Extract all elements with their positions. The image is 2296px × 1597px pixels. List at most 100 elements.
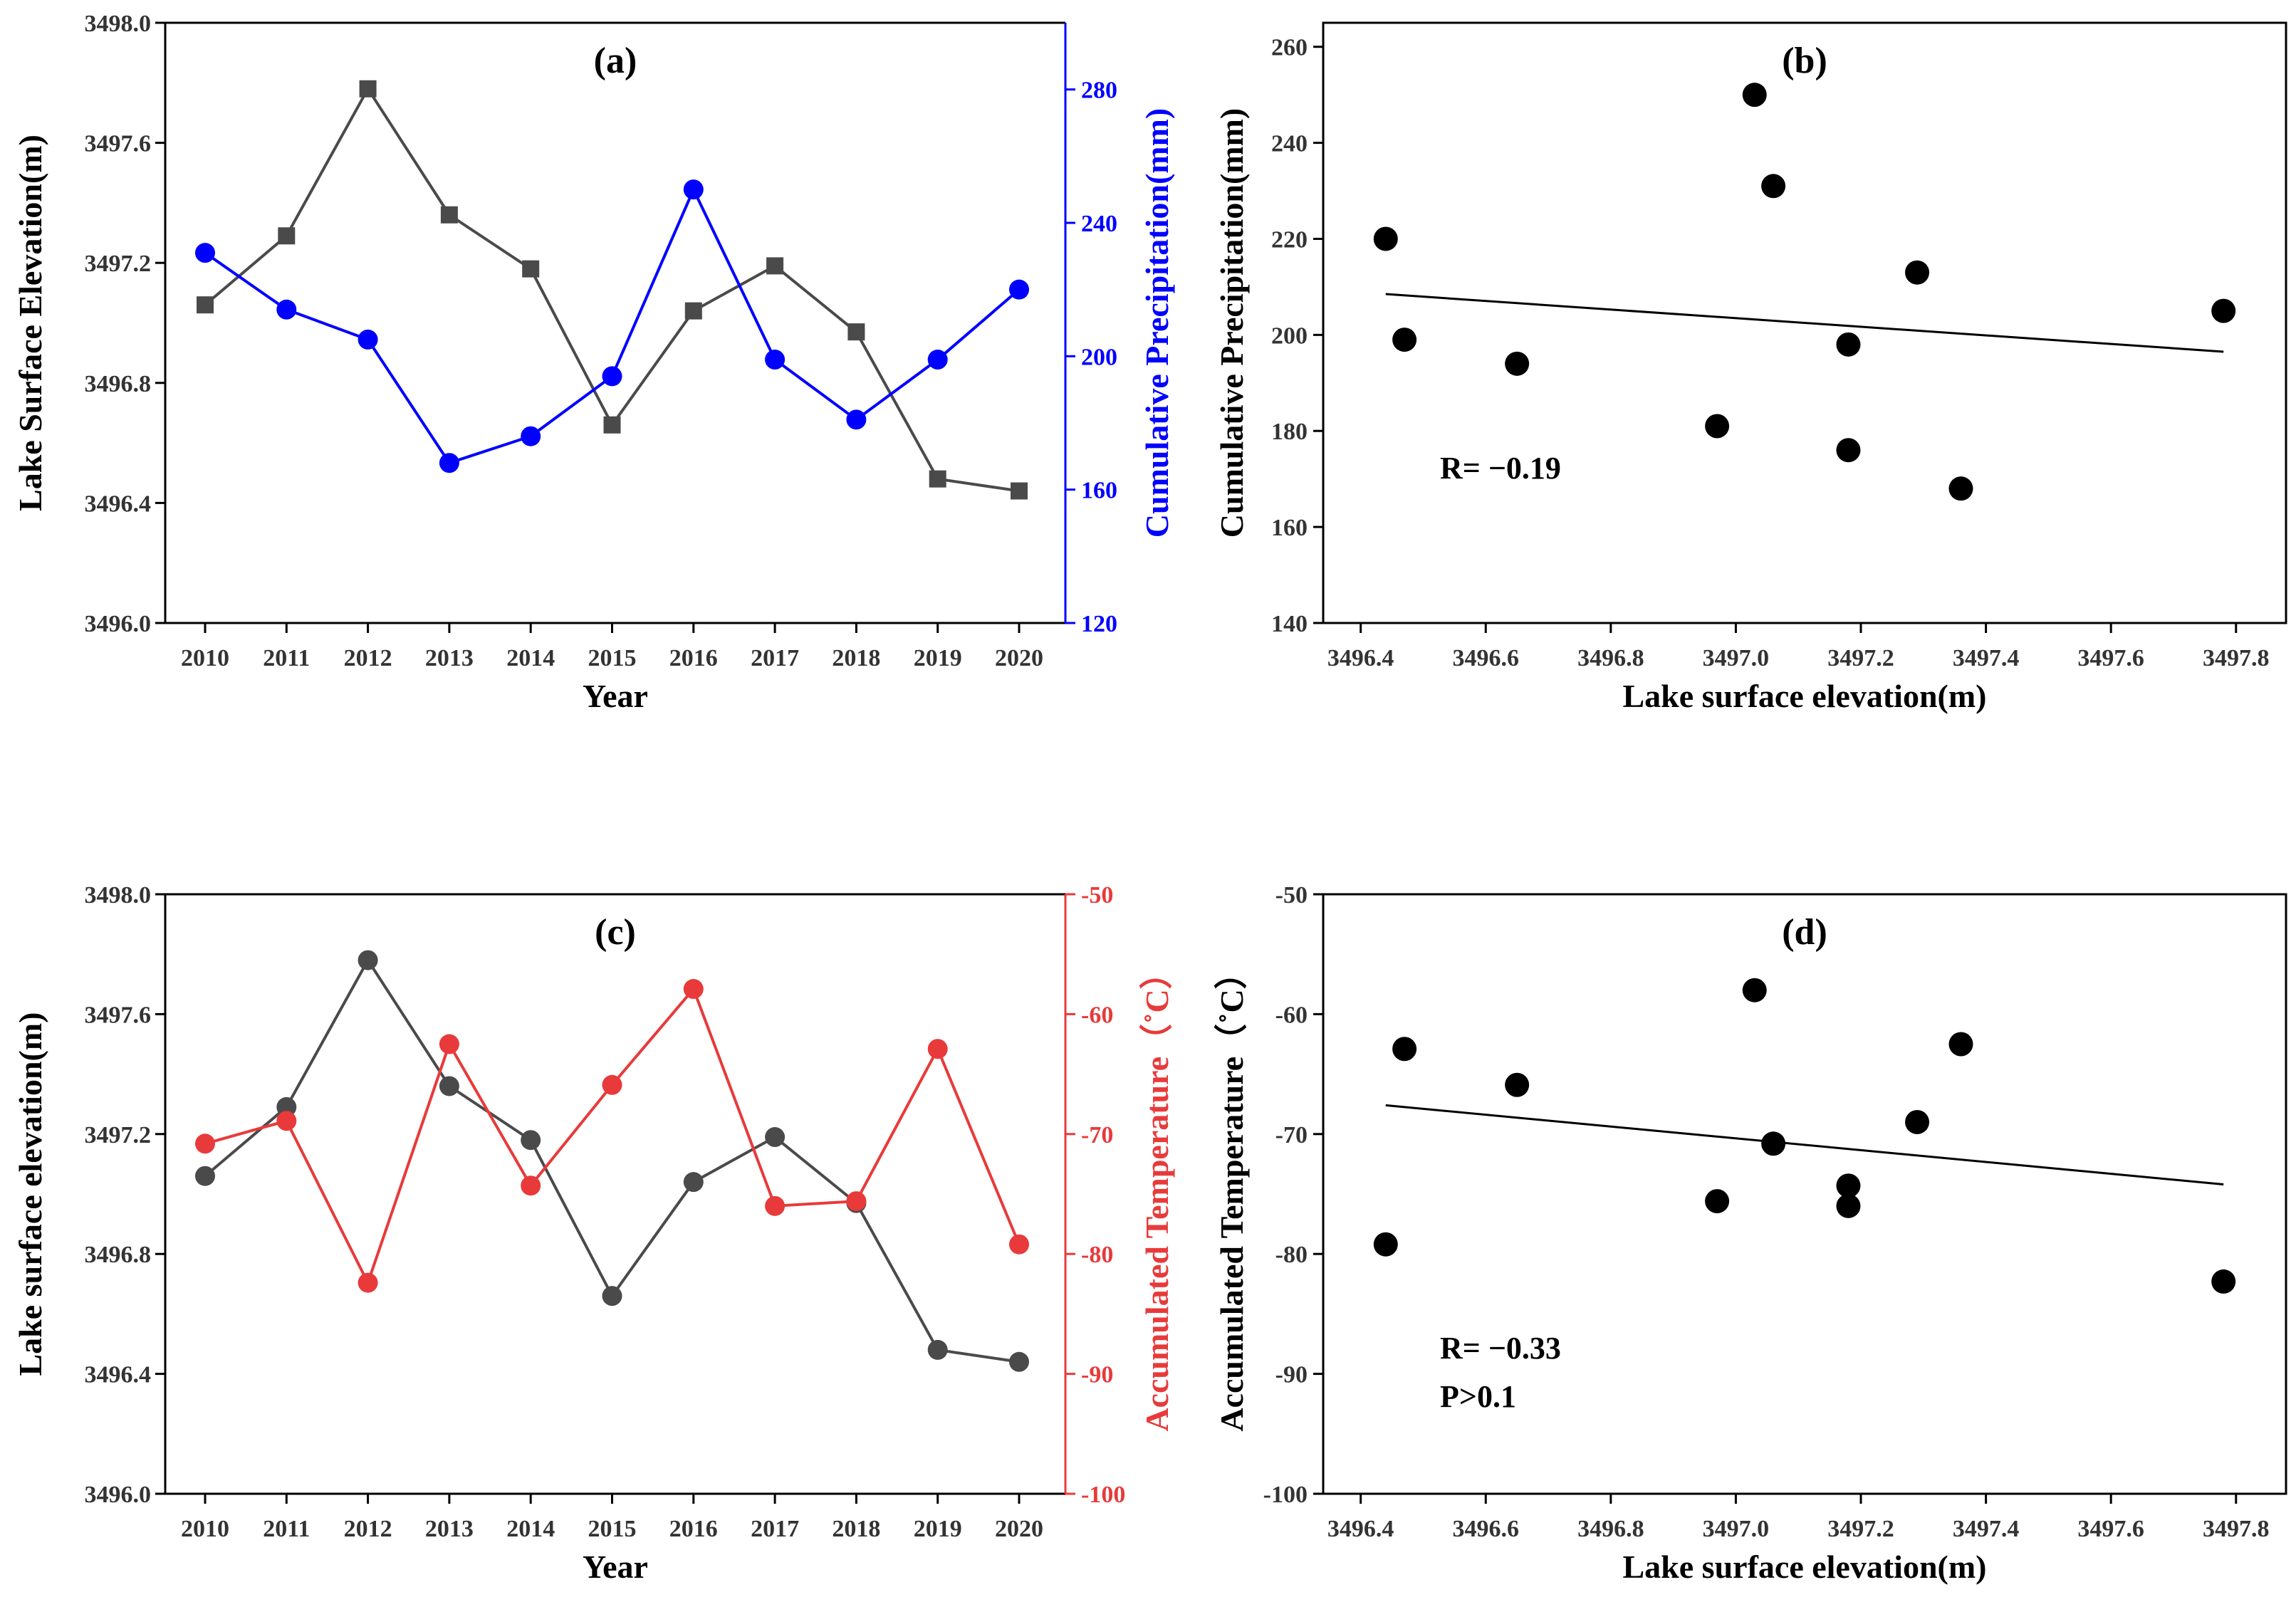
- x-tick-label: 2018: [832, 1516, 880, 1542]
- data-point: [276, 1111, 297, 1131]
- data-point: [1011, 482, 1028, 500]
- data-point: [1505, 1072, 1530, 1097]
- data-point: [1505, 351, 1530, 376]
- y2-tick-label: 280: [1081, 78, 1117, 104]
- data-point: [1009, 279, 1029, 300]
- plot-frame: [1322, 21, 2287, 624]
- data-point: [846, 1191, 867, 1212]
- y-tick-label: 3498.0: [85, 882, 152, 909]
- data-point: [278, 227, 296, 245]
- x-tick-label: 2019: [914, 1516, 962, 1542]
- data-point: [1392, 1037, 1417, 1062]
- y2-axis-label: Accumulated Temperature（˚C）: [1139, 956, 1175, 1431]
- y-tick-label: 3498.0: [85, 11, 152, 37]
- data-point: [1009, 1351, 1029, 1372]
- y2-tick-label: -50: [1081, 882, 1113, 909]
- data-point: [683, 979, 704, 1000]
- x-tick-label: 3496.6: [1453, 1516, 1520, 1542]
- y-tick-label: 3497.6: [85, 131, 152, 157]
- x-tick-label: 2010: [181, 645, 229, 671]
- y2-tick-label: -80: [1081, 1242, 1113, 1268]
- y-tick-label: 3496.4: [85, 1362, 152, 1388]
- data-point: [927, 1339, 948, 1360]
- panel-title: (c): [595, 912, 636, 953]
- data-point: [1742, 978, 1767, 1002]
- y-tick-label: 3497.2: [85, 1122, 152, 1148]
- data-point: [1373, 1232, 1398, 1257]
- y-tick-label: 260: [1271, 35, 1308, 61]
- x-tick-label: 3497.6: [2077, 645, 2144, 671]
- y-tick-label: 3497.2: [85, 251, 152, 277]
- y-tick-label: -100: [1263, 1482, 1308, 1508]
- x-tick-label: 3496.8: [1577, 1516, 1644, 1542]
- data-point: [603, 416, 621, 434]
- data-point: [195, 243, 215, 263]
- trend-line: [1385, 1104, 2224, 1186]
- y2-tick-label: 200: [1081, 344, 1117, 370]
- x-tick-label: 2013: [425, 645, 474, 671]
- y-axis-label: Lake Surface Elevation(m): [12, 135, 48, 511]
- x-tick-label: 3497.2: [1827, 1516, 1894, 1542]
- data-point: [1705, 414, 1730, 439]
- data-point: [683, 179, 704, 200]
- panel-b: 3496.4 3496.6 3496.8 3497.0 3497.2 3497.4 3497…: [1214, 21, 2287, 714]
- data-point: [602, 1074, 622, 1095]
- x-tick-label: 2012: [344, 645, 392, 671]
- data-point: [1905, 260, 1930, 285]
- y-tick-label: 3496.0: [85, 1482, 152, 1508]
- data-point: [1948, 476, 1973, 501]
- data-point: [522, 260, 540, 278]
- x-tick-label: 2020: [995, 645, 1043, 671]
- data-point: [927, 1039, 948, 1059]
- data-point: [929, 470, 946, 488]
- panel-a: 2010 2011 2012 2013 2014 2015 2016 2017 2018 2019…: [12, 11, 1175, 714]
- y-tick-label: 200: [1271, 323, 1308, 349]
- x-tick-label: 3496.8: [1577, 645, 1644, 671]
- x-tick-label: 2018: [832, 645, 880, 671]
- data-point: [765, 1127, 786, 1148]
- y-tick-label: -80: [1275, 1242, 1308, 1268]
- panel-title: (a): [594, 41, 637, 81]
- y-tick-label: 240: [1271, 131, 1308, 157]
- x-tick-label: 2015: [588, 645, 637, 671]
- x-tick-label: 2016: [669, 645, 718, 671]
- y-tick-label: 220: [1271, 226, 1308, 253]
- x-tick-label: 3497.4: [1953, 645, 2020, 671]
- data-point: [1761, 174, 1786, 199]
- data-point: [1948, 1032, 1973, 1057]
- x-tick-label: 3497.0: [1703, 1516, 1770, 1542]
- data-point: [684, 302, 702, 320]
- x-tick-label: 3497.2: [1827, 645, 1894, 671]
- y2-axis-label: Cumulative Precipitation(mm): [1139, 108, 1175, 538]
- data-point: [2211, 1269, 2236, 1294]
- data-point: [439, 1076, 459, 1096]
- data-point: [197, 296, 214, 314]
- x-tick-label: 2015: [588, 1516, 637, 1542]
- y-tick-label: -50: [1275, 882, 1308, 909]
- y-axis-label: Cumulative Precipitation(mm): [1214, 108, 1250, 538]
- x-tick-label: 2017: [751, 1516, 799, 1542]
- x-tick-label: 2010: [181, 1516, 229, 1542]
- data-point: [1836, 332, 1861, 357]
- x-tick-label: 3497.6: [2077, 1516, 2144, 1542]
- x-tick-label: 2016: [669, 1516, 718, 1542]
- data-point: [766, 257, 784, 275]
- x-tick-label: 3497.0: [1703, 645, 1770, 671]
- x-tick-label: 2011: [263, 645, 310, 671]
- data-point: [1392, 328, 1417, 352]
- x-tick-label: 2012: [344, 1516, 392, 1542]
- x-tick-label: 2014: [506, 1516, 555, 1542]
- x-axis-label: Year: [583, 678, 648, 714]
- y-tick-label: 160: [1271, 515, 1308, 541]
- y-tick-label: -90: [1275, 1362, 1308, 1388]
- y-tick-label: 3496.8: [85, 371, 152, 397]
- data-point: [195, 1133, 215, 1154]
- data-point: [1836, 438, 1861, 463]
- panel-d: 3496.4 3496.6 3496.8 3497.0 3497.2 3497.4 3497…: [1214, 882, 2287, 1585]
- x-tick-label: 2013: [425, 1516, 474, 1542]
- data-point: [927, 350, 948, 370]
- y2-tick-label: -100: [1081, 1482, 1125, 1508]
- plot-frame: [1322, 893, 2287, 1495]
- x-axis-label: Year: [583, 1549, 648, 1585]
- data-point: [765, 350, 786, 370]
